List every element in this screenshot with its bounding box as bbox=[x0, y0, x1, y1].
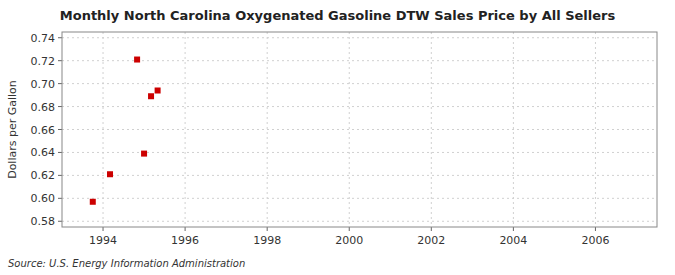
y-grid-line bbox=[62, 198, 657, 199]
y-tick-label: 0.66 bbox=[31, 124, 56, 137]
y-grid-line bbox=[62, 60, 657, 61]
y-tick bbox=[58, 175, 62, 176]
y-tick bbox=[58, 198, 62, 199]
title: Monthly North Carolina Oxygenated Gasoli… bbox=[60, 8, 616, 23]
source: Source: U.S. Energy Information Administ… bbox=[8, 258, 245, 269]
y-grid-line bbox=[62, 129, 657, 130]
y-tick-label: 0.58 bbox=[31, 215, 56, 228]
y-grid-line bbox=[62, 37, 657, 38]
grid bbox=[62, 32, 657, 227]
x-grid-line bbox=[595, 32, 596, 227]
x-tick-label: 2006 bbox=[581, 234, 609, 247]
x-tick bbox=[185, 227, 186, 231]
y-grid-line bbox=[62, 221, 657, 222]
y-tick bbox=[58, 106, 62, 107]
y-grid-line bbox=[62, 152, 657, 153]
y-grid-line bbox=[62, 83, 657, 84]
y-tick bbox=[58, 37, 62, 38]
x-tick-label: 1996 bbox=[171, 234, 199, 247]
y-tick bbox=[58, 83, 62, 84]
y-tick bbox=[58, 129, 62, 130]
y-tick-label: 0.68 bbox=[31, 101, 56, 114]
x-tick bbox=[513, 227, 514, 231]
y-tick-label: 0.64 bbox=[31, 146, 56, 159]
x-tick-label: 1998 bbox=[253, 234, 281, 247]
axes: 0.58 0.60 0.62 0.64 0.66 0.68 0.70 0.72 0.74 1994… bbox=[31, 32, 658, 247]
y-tick-label: 0.62 bbox=[31, 169, 56, 182]
x-grid-line bbox=[267, 32, 268, 227]
plot-frame bbox=[62, 32, 657, 227]
y-axis-label: Dollars per Gallon bbox=[6, 80, 19, 179]
y-grid-line bbox=[62, 106, 657, 107]
y-tick-label: 0.70 bbox=[31, 78, 56, 91]
point bbox=[90, 199, 96, 205]
x-tick bbox=[349, 227, 350, 231]
y-tick bbox=[58, 152, 62, 153]
x-grid-line bbox=[185, 32, 186, 227]
y-tick bbox=[58, 221, 62, 222]
y-tick-label: 0.74 bbox=[31, 32, 56, 45]
x-tick bbox=[431, 227, 432, 231]
point bbox=[148, 93, 154, 99]
chart: 0.58 0.60 0.62 0.64 0.66 0.68 0.70 0.72 0.74 1994… bbox=[0, 0, 675, 275]
x-tick-label: 2002 bbox=[417, 234, 445, 247]
x-tick-label: 2000 bbox=[335, 234, 363, 247]
x-tick-label: 1994 bbox=[89, 234, 117, 247]
y-tick-label: 0.60 bbox=[31, 192, 56, 205]
points bbox=[90, 57, 161, 205]
x-grid-line bbox=[513, 32, 514, 227]
x-tick bbox=[267, 227, 268, 231]
x-grid-line bbox=[103, 32, 104, 227]
x-tick-label: 2004 bbox=[499, 234, 527, 247]
y-tick-label: 0.72 bbox=[31, 55, 56, 68]
point bbox=[155, 88, 161, 94]
y-grid-line bbox=[62, 175, 657, 176]
x-grid-line bbox=[431, 32, 432, 227]
x-tick bbox=[595, 227, 596, 231]
x-tick bbox=[103, 227, 104, 231]
y-tick bbox=[58, 60, 62, 61]
point bbox=[141, 151, 147, 157]
x-grid-line bbox=[349, 32, 350, 227]
point bbox=[107, 171, 113, 177]
point bbox=[134, 57, 140, 63]
